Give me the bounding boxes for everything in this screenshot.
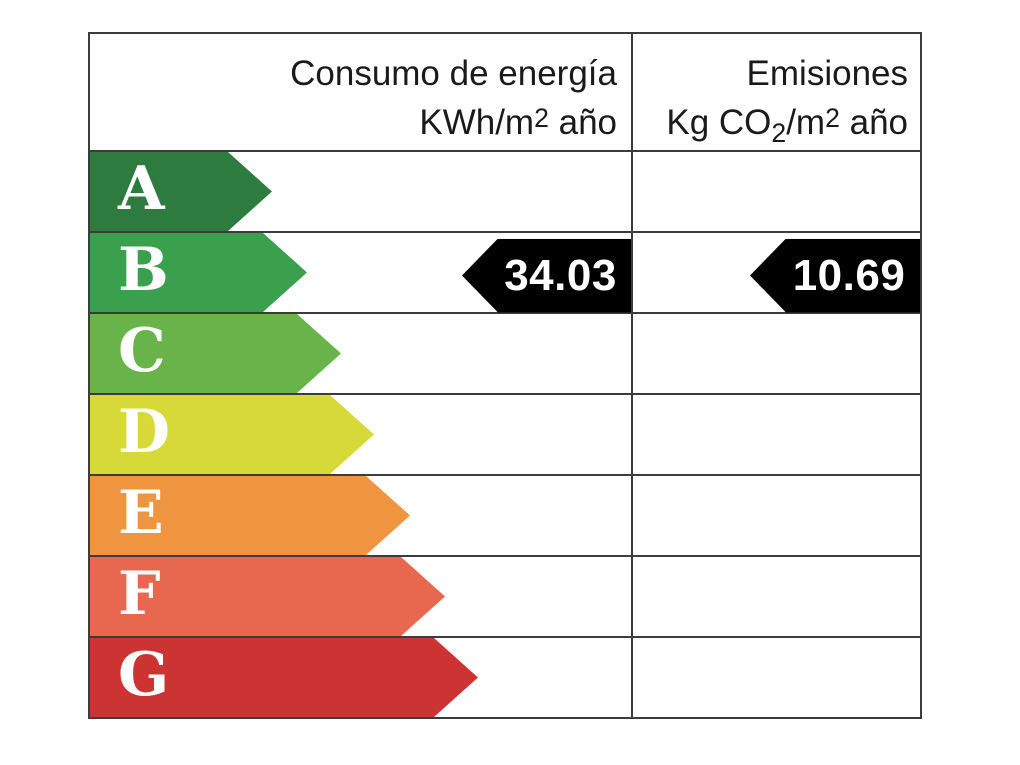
rating-row-e: E [90,474,920,555]
consumption-unit-exponent: 2 [534,103,549,133]
rating-bar-g: G [90,638,478,717]
rating-letter-g: G [118,639,170,710]
rating-row-g: G [90,636,920,717]
table-header: Consumo de energía KWh/m2 año Emisiones … [90,34,920,150]
rating-bar-a: A [90,152,272,231]
emissions-column-header: Emisiones Kg CO2/m2 año [633,34,920,150]
column-divider [631,34,633,717]
rating-bar-d: D [90,395,374,474]
rating-letter-b: B [118,234,169,305]
consumption-value: 34.03 [504,250,617,300]
rating-table: Consumo de energía KWh/m2 año Emisiones … [88,32,922,719]
rating-row-d: D [90,393,920,474]
rating-row-c: C [90,312,920,393]
rating-row-f: F [90,555,920,636]
rating-row-b: B 34.03 10.69 [90,231,920,313]
emissions-value: 10.69 [792,250,906,300]
emissions-title: Emisiones [746,54,908,93]
emissions-unit: Kg CO2/m2 año [666,103,908,148]
consumption-title: Consumo de energía [290,54,617,93]
emissions-value-arrow: 10.69 [750,238,920,313]
emissions-unit-subscript: 2 [771,118,787,148]
rating-letter-f: F [118,558,161,629]
rating-letter-e: E [118,477,164,548]
consumption-unit: KWh/m2 año [419,103,617,142]
rating-bar-b: B [90,233,307,312]
rating-row-a: A [90,150,920,231]
rating-letter-d: D [118,396,171,467]
rating-bar-f: F [90,557,445,636]
rating-letter-a: A [118,153,165,224]
rating-bar-e: E [90,476,410,555]
consumption-value-arrow: 34.03 [462,238,631,313]
consumption-column-header: Consumo de energía KWh/m2 año [90,34,633,150]
rating-letter-c: C [118,315,166,386]
rating-bar-c: C [90,314,341,393]
emissions-unit-exponent: 2 [825,103,840,133]
